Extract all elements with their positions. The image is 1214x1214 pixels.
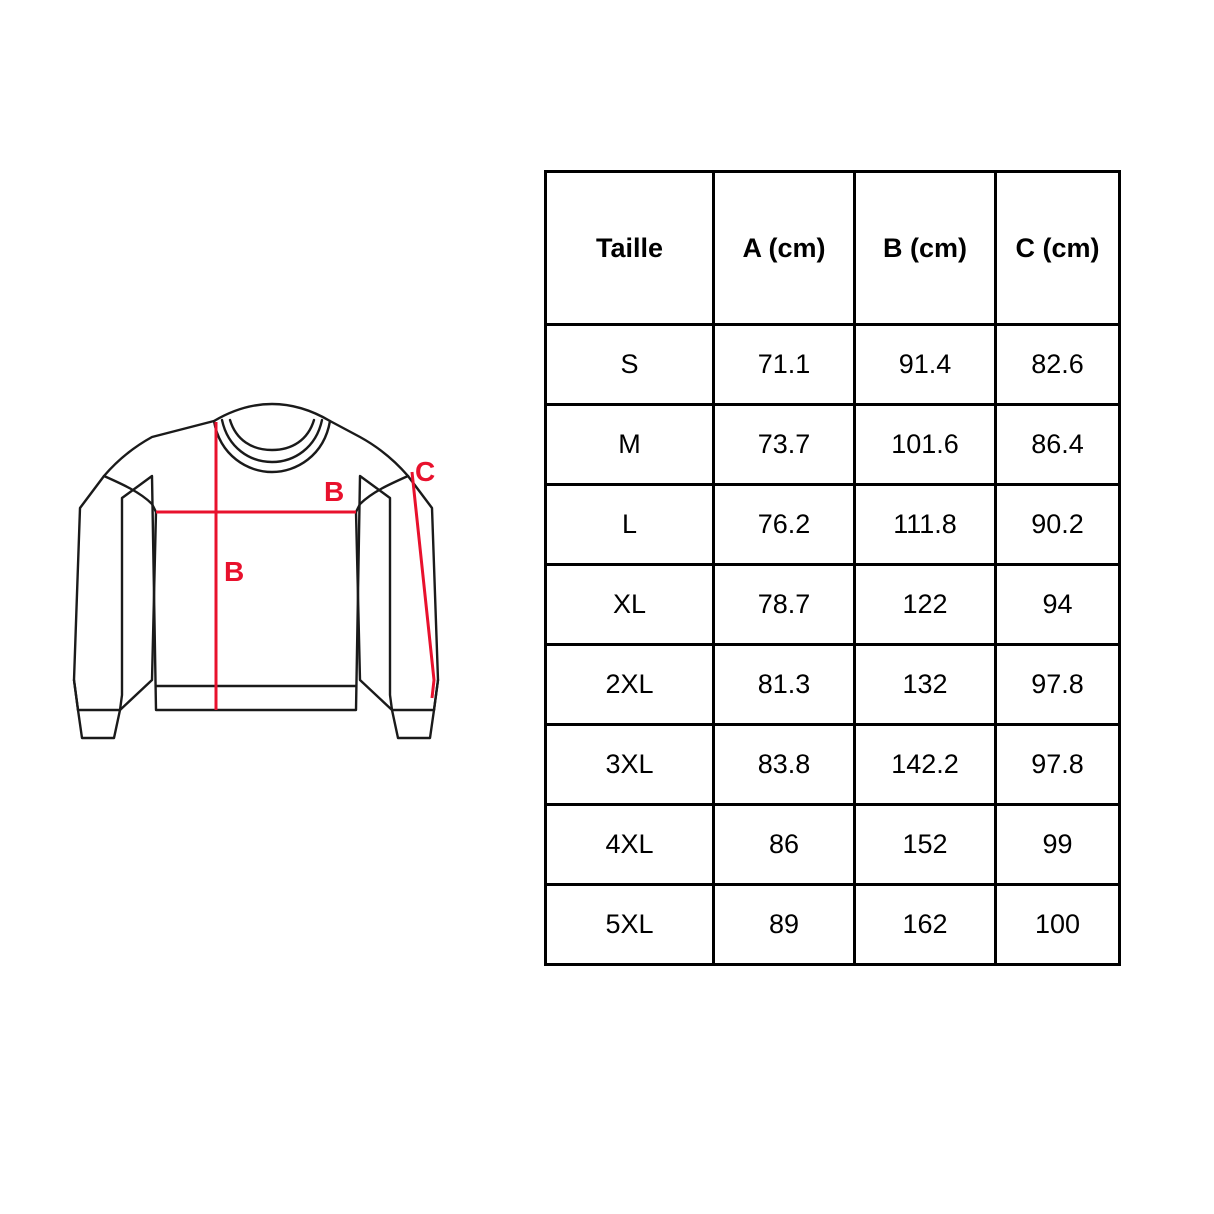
table-header-row: Taille A (cm) B (cm) C (cm): [544, 170, 1121, 326]
size-chart-table: Taille A (cm) B (cm) C (cm) S 71.1 91.4 …: [544, 170, 1121, 966]
cell-c: 97.8: [994, 643, 1121, 726]
cell-b: 152: [853, 803, 997, 886]
cell-size: M: [544, 403, 715, 486]
cell-b: 162: [853, 883, 997, 966]
cell-a: 73.7: [712, 403, 856, 486]
cell-a: 71.1: [712, 323, 856, 406]
table-row: 4XL 86 152 99: [544, 803, 1121, 886]
cell-size: 3XL: [544, 723, 715, 806]
table-row: 2XL 81.3 132 97.8: [544, 643, 1121, 726]
cell-a: 86: [712, 803, 856, 886]
cell-b: 101.6: [853, 403, 997, 486]
cell-b: 132: [853, 643, 997, 726]
cell-c: 97.8: [994, 723, 1121, 806]
sleeve-measure-line: [410, 471, 436, 699]
garment-diagram: B B C: [60, 380, 480, 760]
cell-a: 83.8: [712, 723, 856, 806]
cell-size: 5XL: [544, 883, 715, 966]
column-header-a: A (cm): [712, 170, 856, 326]
cell-size: 2XL: [544, 643, 715, 726]
cell-c: 90.2: [994, 483, 1121, 566]
length-measure-label: B: [224, 556, 245, 587]
table-row: S 71.1 91.4 82.6: [544, 323, 1121, 406]
column-header-b: B (cm): [853, 170, 997, 326]
cell-size: XL: [544, 563, 715, 646]
cell-size: 4XL: [544, 803, 715, 886]
column-header-c: C (cm): [994, 170, 1121, 326]
cell-c: 82.6: [994, 323, 1121, 406]
size-chart-table-container: Taille A (cm) B (cm) C (cm) S 71.1 91.4 …: [544, 170, 1121, 966]
cell-b: 111.8: [853, 483, 997, 566]
sweatshirt-outline: [72, 402, 440, 740]
table-row: XL 78.7 122 94: [544, 563, 1121, 646]
cell-size: L: [544, 483, 715, 566]
table-row: L 76.2 111.8 90.2: [544, 483, 1121, 566]
measurement-lines: [156, 422, 436, 710]
table-row: M 73.7 101.6 86.4: [544, 403, 1121, 486]
cell-c: 94: [994, 563, 1121, 646]
sleeve-measure-label: C: [415, 456, 436, 487]
chest-measure-label: B: [324, 476, 345, 507]
cell-b: 122: [853, 563, 997, 646]
cell-a: 81.3: [712, 643, 856, 726]
cell-c: 99: [994, 803, 1121, 886]
cell-c: 100: [994, 883, 1121, 966]
cell-b: 91.4: [853, 323, 997, 406]
column-header-taille: Taille: [544, 170, 715, 326]
table-row: 5XL 89 162 100: [544, 883, 1121, 966]
cell-c: 86.4: [994, 403, 1121, 486]
cell-a: 76.2: [712, 483, 856, 566]
cell-size: S: [544, 323, 715, 406]
table-row: 3XL 83.8 142.2 97.8: [544, 723, 1121, 806]
cell-a: 89: [712, 883, 856, 966]
cell-a: 78.7: [712, 563, 856, 646]
cell-b: 142.2: [853, 723, 997, 806]
